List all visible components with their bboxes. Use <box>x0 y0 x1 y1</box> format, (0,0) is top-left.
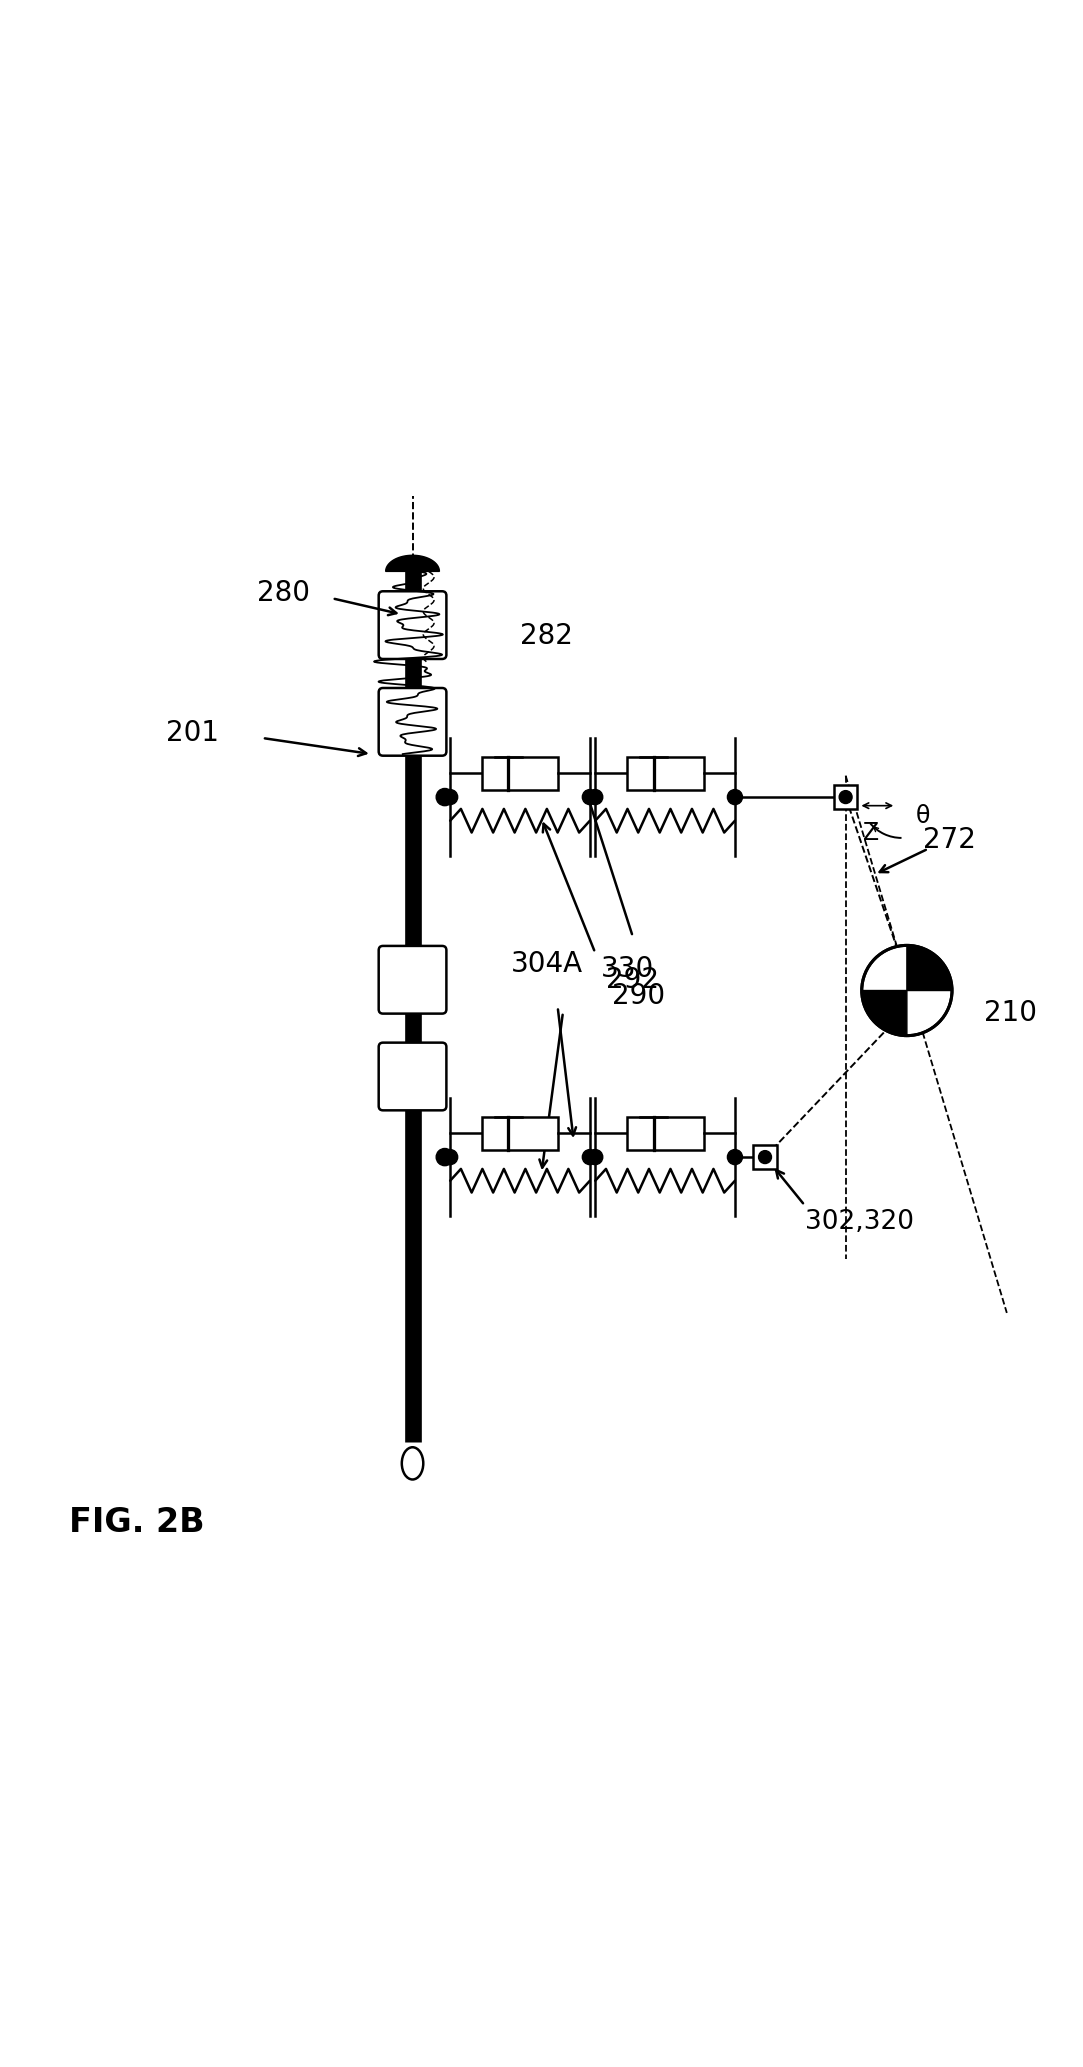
Circle shape <box>583 1149 598 1164</box>
Text: 210: 210 <box>984 998 1038 1027</box>
Bar <box>627 757 704 790</box>
Circle shape <box>443 1149 458 1164</box>
FancyBboxPatch shape <box>753 1145 777 1170</box>
Text: 201: 201 <box>166 719 219 746</box>
Ellipse shape <box>402 1447 423 1480</box>
Bar <box>482 757 559 790</box>
Text: FIG. 2B: FIG. 2B <box>68 1507 205 1540</box>
Polygon shape <box>386 556 440 570</box>
Circle shape <box>436 1149 454 1166</box>
FancyBboxPatch shape <box>379 688 446 757</box>
Text: 272: 272 <box>924 827 976 854</box>
Text: θ: θ <box>916 804 930 829</box>
Text: 292: 292 <box>606 965 660 994</box>
Polygon shape <box>906 945 952 990</box>
Text: 280: 280 <box>257 579 310 608</box>
Text: 302,320: 302,320 <box>805 1209 914 1234</box>
Circle shape <box>758 1151 771 1164</box>
Text: 304A: 304A <box>511 949 583 978</box>
Text: 282: 282 <box>520 622 573 649</box>
FancyBboxPatch shape <box>834 785 858 808</box>
Circle shape <box>588 790 603 804</box>
Circle shape <box>436 788 454 806</box>
Bar <box>627 1118 704 1149</box>
Circle shape <box>728 790 743 804</box>
Circle shape <box>588 1149 603 1164</box>
Bar <box>482 1118 559 1149</box>
Circle shape <box>862 945 952 1036</box>
FancyBboxPatch shape <box>379 591 446 659</box>
Polygon shape <box>862 990 906 1036</box>
Circle shape <box>443 790 458 804</box>
Circle shape <box>839 790 852 804</box>
Text: 330: 330 <box>601 955 654 984</box>
FancyBboxPatch shape <box>379 947 446 1013</box>
Circle shape <box>728 1149 743 1164</box>
FancyBboxPatch shape <box>379 1042 446 1110</box>
Text: Z: Z <box>863 821 879 845</box>
Text: 290: 290 <box>612 982 665 1011</box>
Circle shape <box>583 790 598 804</box>
